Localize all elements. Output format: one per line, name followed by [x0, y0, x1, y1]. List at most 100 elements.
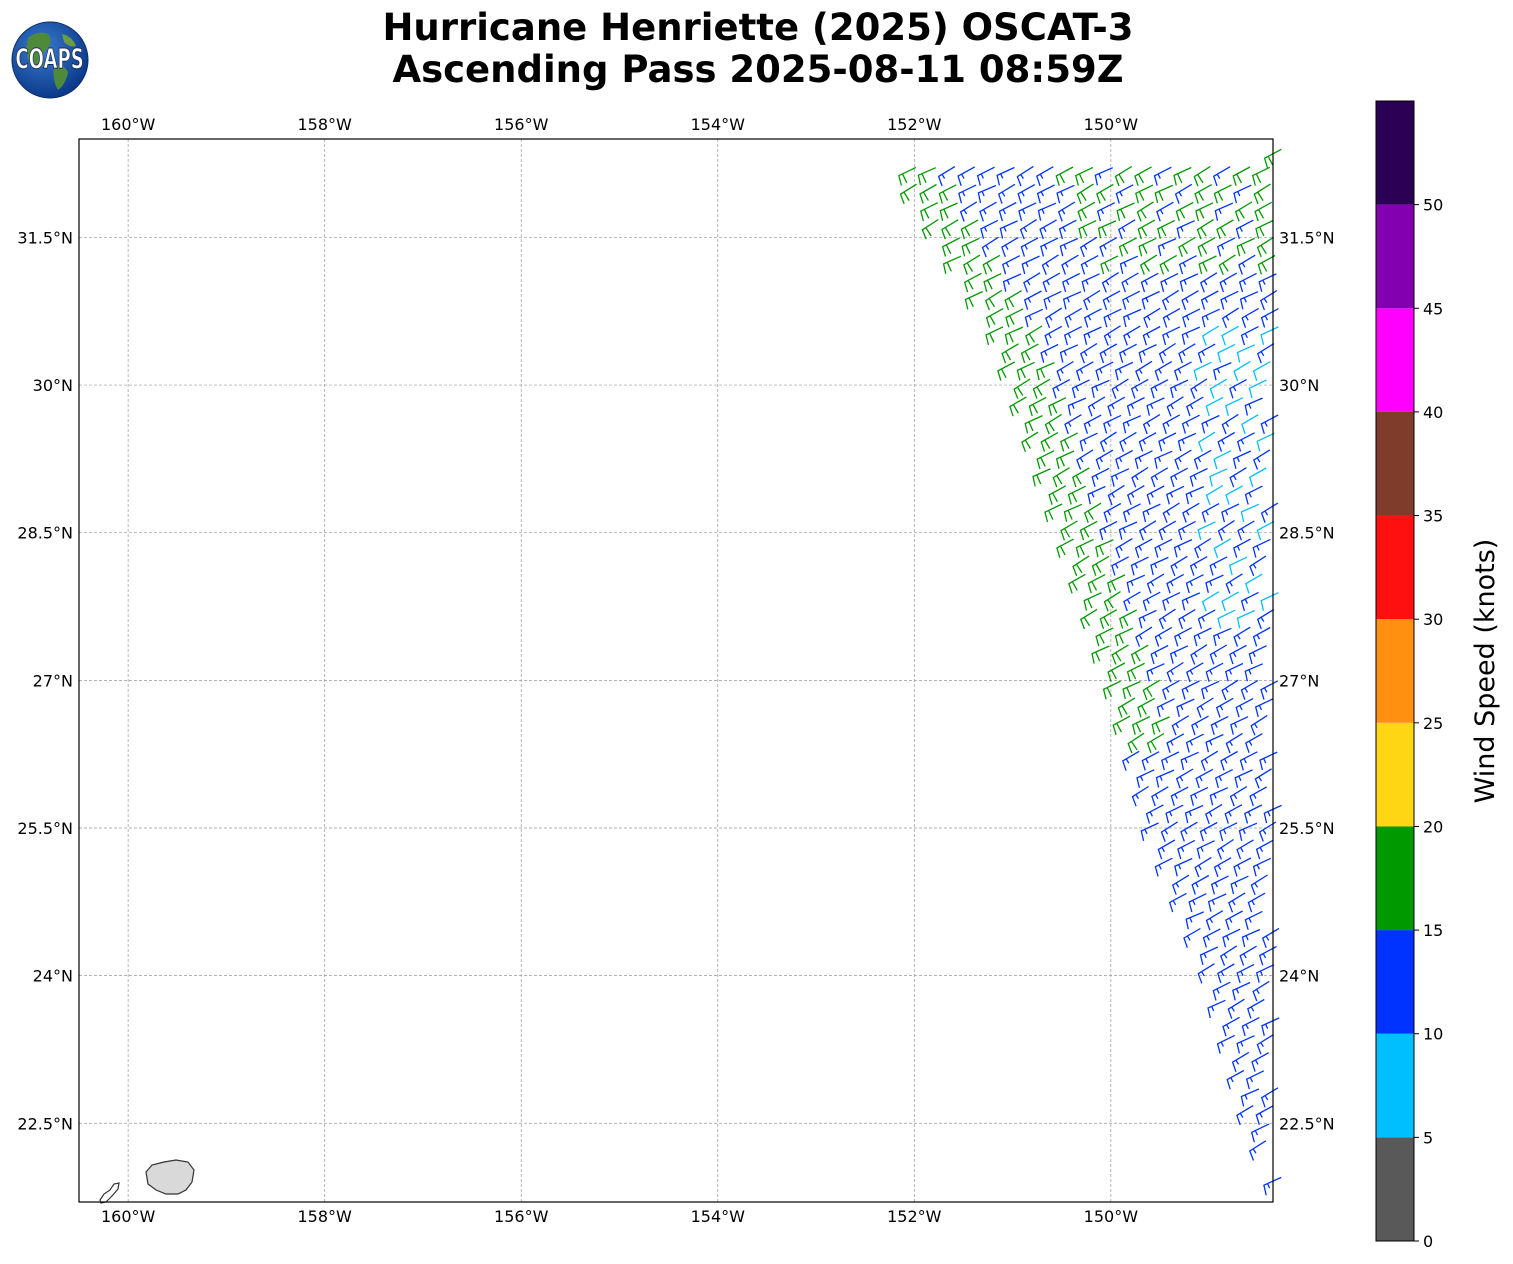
wind-barb — [1185, 486, 1205, 505]
wind-barb — [1032, 468, 1051, 487]
colorbar-tick-label: 15 — [1423, 921, 1443, 940]
wind-barb — [1205, 733, 1224, 753]
wind-barb — [1230, 875, 1249, 895]
wind-barb — [1219, 822, 1238, 842]
wind-barb — [1244, 663, 1263, 682]
colorbar-bin — [1376, 308, 1414, 412]
colorbar-bin — [1376, 619, 1414, 723]
wind-barb — [1039, 219, 1057, 240]
wind-barb — [1076, 449, 1094, 470]
wind-barb — [1255, 219, 1274, 239]
wind-barb — [919, 183, 937, 204]
wind-barb — [1207, 893, 1227, 912]
wind-barb — [1018, 202, 1037, 222]
wind-barb — [939, 202, 958, 221]
lon-tick-label-top: 154°W — [691, 115, 746, 134]
wind-barb — [1196, 840, 1215, 859]
wind-barbs — [898, 148, 1282, 1196]
wind-barb — [1260, 326, 1279, 345]
wind-barb — [1233, 360, 1251, 382]
wind-barb — [1119, 609, 1137, 629]
wind-barb — [1181, 414, 1200, 434]
wind-barb — [1221, 325, 1240, 346]
wind-barb — [1166, 733, 1185, 753]
wind-barb — [1040, 432, 1059, 452]
wind-barb — [1200, 750, 1219, 771]
wind-barb — [1197, 609, 1216, 629]
wind-barb — [1103, 502, 1122, 523]
wind-barb — [1216, 1034, 1235, 1054]
wind-barb — [1021, 431, 1039, 453]
wind-barb — [1139, 520, 1157, 541]
wind-barb — [1115, 449, 1134, 470]
wind-barb — [1174, 449, 1192, 470]
wind-barb — [1095, 361, 1114, 381]
wind-barb — [1052, 379, 1071, 399]
lon-tick-label-bottom: 152°W — [887, 1207, 942, 1226]
wind-barb — [1048, 485, 1067, 505]
wind-barb — [1009, 396, 1027, 417]
wind-barb — [1131, 716, 1151, 735]
wind-barb — [1036, 166, 1054, 187]
wind-barb — [1138, 432, 1157, 452]
wind-barb — [1162, 326, 1181, 346]
wind-barb — [1244, 397, 1263, 416]
wind-barb — [1071, 379, 1090, 399]
wind-barb — [1250, 1123, 1270, 1143]
wind-barb — [977, 184, 997, 204]
wind-barb — [938, 184, 957, 204]
wind-barb — [1119, 255, 1139, 275]
wind-barb — [1060, 520, 1078, 541]
wind-barb — [1118, 521, 1138, 540]
wind-barb — [1252, 538, 1271, 558]
wind-barb — [1154, 361, 1173, 382]
wind-barb — [1236, 344, 1256, 363]
wind-barb — [1221, 591, 1240, 612]
wind-barb — [941, 237, 960, 257]
wind-barb — [1228, 892, 1246, 913]
lon-tick-label-bottom: 150°W — [1084, 1207, 1139, 1226]
wind-barb — [1177, 839, 1196, 860]
wind-barb — [1162, 414, 1181, 435]
wind-barb — [1258, 821, 1277, 842]
wind-barb — [1173, 539, 1193, 558]
wind-barb — [1225, 662, 1244, 682]
wind-barb — [1118, 219, 1136, 240]
wind-barb — [1185, 733, 1204, 753]
wind-barb — [1170, 555, 1188, 577]
wind-barb — [1213, 627, 1232, 647]
colorbar-bin — [1376, 204, 1414, 309]
wind-barb — [1042, 272, 1061, 293]
wind-barb — [1236, 432, 1255, 452]
wind-barb — [1096, 183, 1114, 204]
wind-barb — [1219, 272, 1238, 293]
wind-barb — [1142, 325, 1161, 346]
wind-barb — [1190, 644, 1208, 665]
wind-barb — [1160, 821, 1178, 842]
wind-barb — [1244, 804, 1263, 824]
wind-barb — [983, 273, 1002, 292]
wind-barb — [964, 290, 983, 310]
wind-barb — [1166, 573, 1185, 594]
wind-barb — [1110, 468, 1130, 487]
wind-barb — [1240, 591, 1259, 611]
wind-barb — [1202, 928, 1221, 948]
wind-barb — [1191, 874, 1210, 895]
wind-barb — [1048, 397, 1067, 416]
wind-barb — [1214, 202, 1234, 221]
lon-tick-label-bottom: 156°W — [494, 1207, 549, 1226]
wind-barb — [1234, 769, 1253, 788]
wind-barb — [1209, 378, 1228, 399]
lat-tick-label-right: 27°N — [1279, 671, 1319, 690]
wind-barb — [1218, 254, 1236, 275]
wind-barb — [1158, 432, 1177, 452]
wind-barb — [1225, 910, 1243, 931]
wind-barb — [1209, 644, 1228, 665]
wind-barb — [1076, 183, 1094, 205]
wind-barb — [1117, 697, 1136, 718]
wind-barb — [1021, 255, 1040, 275]
wind-barb — [1176, 220, 1195, 239]
wind-barb — [1134, 538, 1153, 558]
wind-barb — [1235, 698, 1254, 718]
wind-barb — [1205, 803, 1223, 825]
